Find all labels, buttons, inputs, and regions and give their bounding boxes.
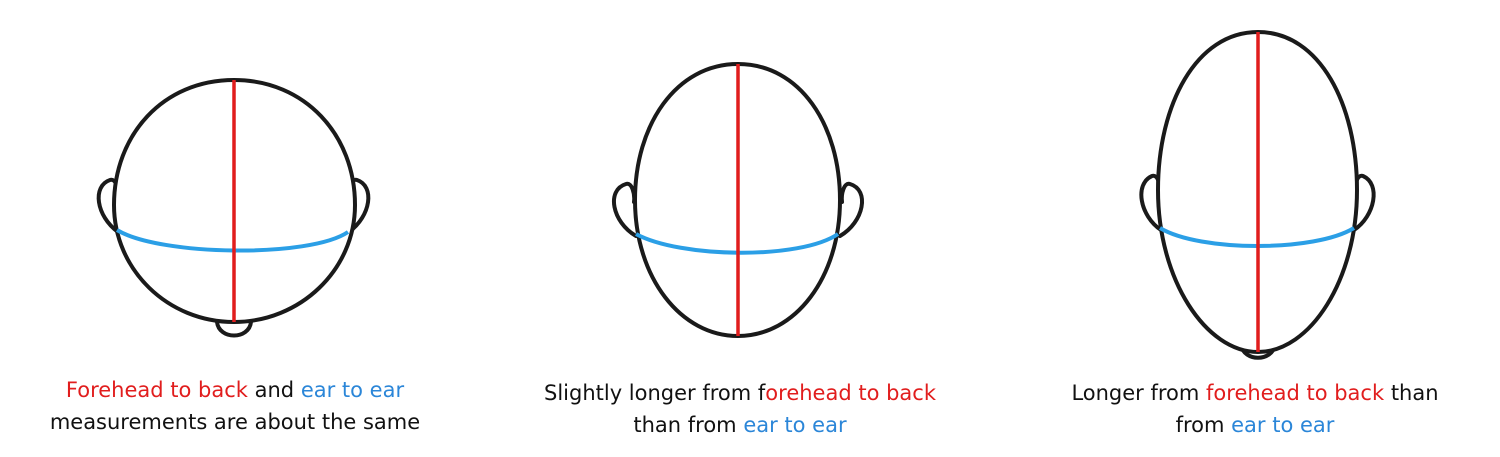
caption-line-1: Slightly longer from forehead to back <box>543 381 937 405</box>
ear-to-ear-label: ear to ear <box>743 413 847 437</box>
head-panel-equal: Forehead to back and ear to ear measurem… <box>0 0 470 457</box>
head-diagram-round <box>96 77 371 338</box>
ear-to-ear-label: ear to ear <box>1231 413 1335 437</box>
caption-line-1: Longer from forehead to back than <box>1071 381 1439 405</box>
head-panel-slightly-longer: Slightly longer from forehead to back th… <box>490 0 990 457</box>
head-panel-longer: Longer from forehead to back than from e… <box>1010 0 1500 457</box>
caption-line-2: measurements are about the same <box>49 410 421 434</box>
ear-to-ear-label: ear to ear <box>300 378 405 402</box>
caption-line-2: from ear to ear <box>1175 413 1335 437</box>
forehead-to-back-label: orehead to back <box>765 381 937 405</box>
caption-slightly-longer: Slightly longer from forehead to back th… <box>490 377 990 441</box>
caption-line-2: than from ear to ear <box>633 413 847 437</box>
forehead-to-back-label: Forehead to back <box>65 378 248 402</box>
forehead-to-back-label: forehead to back <box>1206 381 1385 405</box>
back-of-head-bump <box>215 321 253 338</box>
caption-line-1: Forehead to back and ear to ear <box>65 378 405 402</box>
left-ear <box>611 181 638 238</box>
right-ear <box>838 181 865 238</box>
head-diagram-long <box>1139 29 1376 360</box>
caption-equal: Forehead to back and ear to ear measurem… <box>0 374 470 438</box>
caption-longer: Longer from forehead to back than from e… <box>1010 377 1500 441</box>
head-diagram-oval <box>611 61 865 339</box>
